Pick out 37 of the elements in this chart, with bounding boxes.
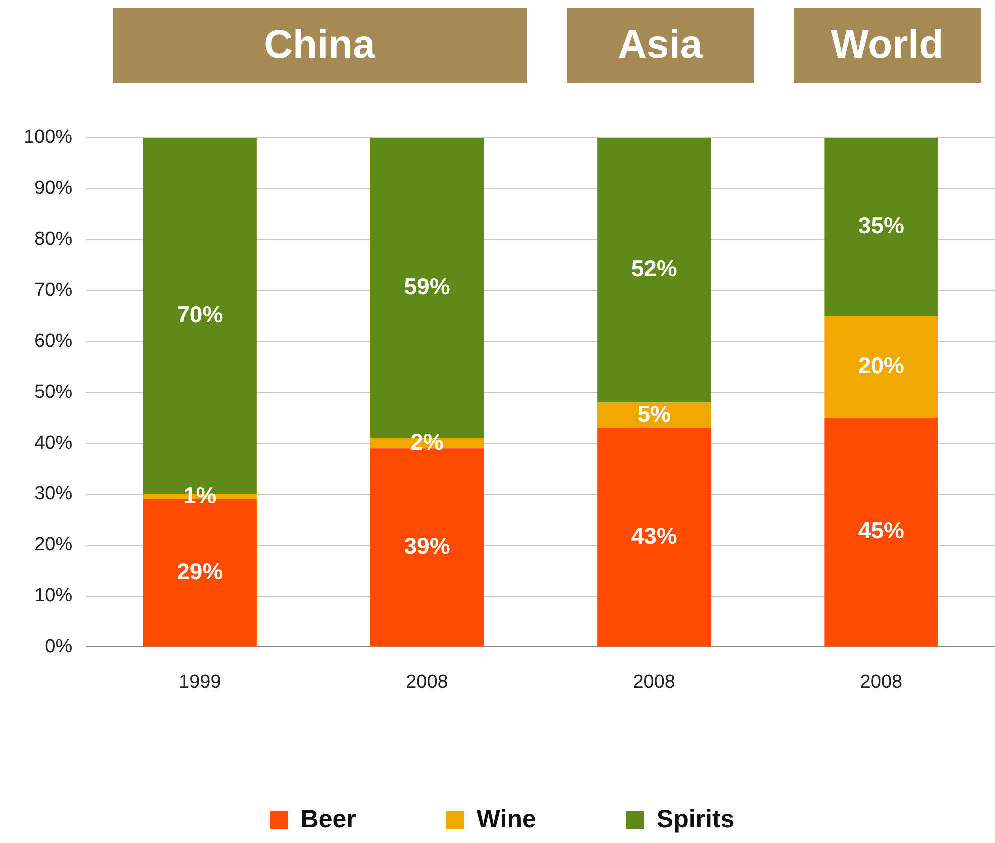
y-tick-label: 70%: [34, 280, 73, 301]
bar: [370, 448, 484, 647]
data-label: 59%: [404, 274, 450, 300]
data-label: 39%: [404, 533, 450, 559]
y-tick-label: 80%: [34, 229, 73, 250]
text: World: [794, 8, 981, 83]
x-tick-label: 2008: [633, 672, 676, 693]
bar: [824, 418, 938, 647]
y-tick-label: 100%: [24, 127, 73, 148]
data-label: 35%: [858, 212, 904, 238]
text: China: [112, 8, 527, 83]
y-tick-label: 40%: [34, 432, 73, 454]
bar: [824, 138, 938, 316]
data-label: 5%: [638, 400, 671, 427]
y-tick-label: 50%: [34, 382, 73, 403]
y-tick-label: 30%: [34, 484, 73, 505]
y-tick-label: 60%: [34, 330, 73, 352]
y-tick-label: 0%: [45, 636, 73, 658]
y-tick-label: 10%: [34, 586, 73, 607]
legend-label: Wine: [476, 805, 536, 834]
data-label: 70%: [177, 302, 224, 328]
bar: [598, 428, 712, 647]
data-label: 45%: [858, 518, 904, 544]
x-tick-label: 1999: [179, 672, 222, 693]
y-tick-label: 20%: [34, 534, 73, 556]
data-label: 52%: [631, 256, 678, 282]
bar: [598, 138, 712, 403]
legend-label: Beer: [300, 805, 357, 834]
text: Asia: [566, 8, 754, 83]
legend-label: Spirits: [656, 805, 735, 834]
data-label: 43%: [631, 522, 678, 549]
bar: [824, 316, 938, 418]
data-label: 20%: [858, 352, 904, 378]
data-label: 29%: [177, 558, 224, 584]
x-tick-label: 2008: [860, 672, 903, 693]
x-tick-label: 2008: [406, 672, 448, 693]
y-tick-label: 90%: [34, 178, 73, 200]
